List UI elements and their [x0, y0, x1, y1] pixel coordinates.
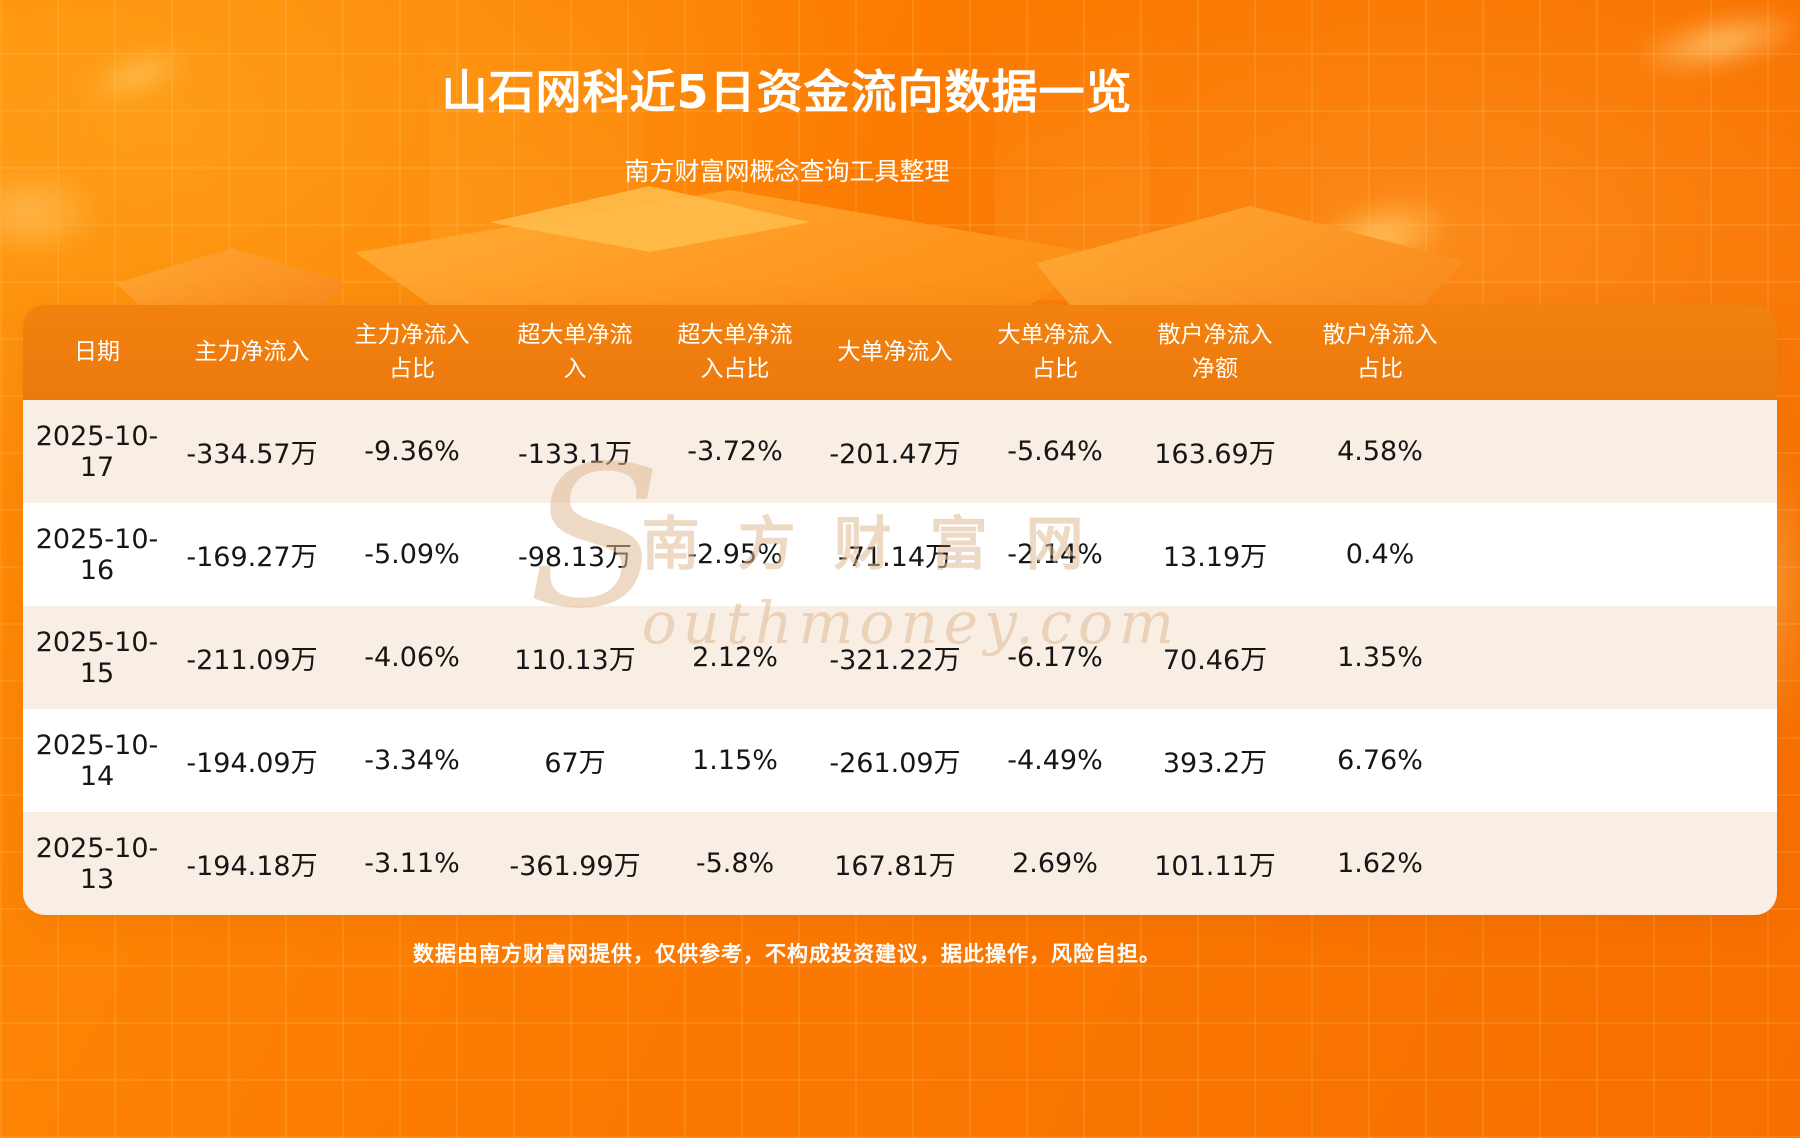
cell-xl-order-net-inflow: -133.1万 [517, 439, 633, 470]
cell-date: 2025-10-15 [35, 626, 159, 689]
table-row: 2025-10-17 -334.57万 -9.36% -133.1万 -3.72… [23, 400, 1777, 503]
column-header-date: 日期 [74, 338, 120, 365]
cell-main-net-inflow: -194.09万 [186, 748, 318, 779]
column-header-retail-net-inflow: 散户净流入 净额 [1157, 322, 1273, 382]
column-header-retail-net-inflow-ratio: 散户净流入 占比 [1322, 322, 1438, 382]
cell-main-net-inflow-ratio: -4.06% [364, 642, 460, 673]
cell-main-net-inflow: -211.09万 [186, 645, 318, 676]
cell-main-net-inflow: -334.57万 [186, 439, 318, 470]
cell-date: 2025-10-13 [35, 832, 159, 895]
cell-large-order-net-inflow-ratio: -4.49% [1007, 745, 1103, 776]
table-row: 2025-10-13 -194.18万 -3.11% -361.99万 -5.8… [23, 812, 1777, 915]
cell-large-order-net-inflow: -201.47万 [829, 439, 961, 470]
cell-xl-order-net-inflow-ratio: -2.95% [687, 539, 783, 570]
cell-main-net-inflow-ratio: -3.34% [364, 745, 460, 776]
cell-large-order-net-inflow-ratio: 2.69% [1012, 848, 1098, 879]
cell-main-net-inflow-ratio: -3.11% [364, 848, 460, 879]
fund-flow-table: 日期 主力净流入 主力净流入 占比 超大单净流 入 超大单净流 入占比 大单净流… [23, 305, 1777, 915]
cell-xl-order-net-inflow: -361.99万 [509, 851, 641, 882]
cell-large-order-net-inflow-ratio: -2.14% [1007, 539, 1103, 570]
cell-large-order-net-inflow: -321.22万 [829, 645, 961, 676]
cell-retail-net-inflow: 393.2万 [1162, 748, 1268, 779]
cell-large-order-net-inflow-ratio: -5.64% [1007, 436, 1103, 467]
cell-main-net-inflow: -169.27万 [186, 542, 318, 573]
cell-retail-net-inflow: 13.19万 [1162, 542, 1268, 573]
cell-xl-order-net-inflow-ratio: 2.12% [692, 642, 778, 673]
cell-large-order-net-inflow: -261.09万 [829, 748, 961, 779]
table-header-row: 日期 主力净流入 主力净流入 占比 超大单净流 入 超大单净流 入占比 大单净流… [23, 305, 1777, 400]
column-header-main-net-inflow: 主力净流入 [194, 338, 310, 365]
cell-date: 2025-10-16 [35, 523, 159, 586]
column-header-main-net-inflow-ratio: 主力净流入 占比 [354, 322, 470, 382]
cell-retail-net-inflow: 163.69万 [1154, 439, 1276, 470]
cell-large-order-net-inflow-ratio: -6.17% [1007, 642, 1103, 673]
cell-main-net-inflow: -194.18万 [186, 851, 318, 882]
cell-retail-net-inflow-ratio: 6.76% [1337, 745, 1423, 776]
column-header-large-order-net-inflow-ratio: 大单净流入 占比 [997, 322, 1113, 382]
cell-date: 2025-10-17 [35, 420, 159, 483]
cell-retail-net-inflow-ratio: 4.58% [1337, 436, 1423, 467]
table-row: 2025-10-14 -194.09万 -3.34% 67万 1.15% -26… [23, 709, 1777, 812]
column-header-xl-order-net-inflow: 超大单净流 入 [517, 322, 633, 382]
cell-xl-order-net-inflow: -98.13万 [517, 542, 633, 573]
cell-main-net-inflow-ratio: -5.09% [364, 539, 460, 570]
cell-retail-net-inflow: 70.46万 [1162, 645, 1268, 676]
table-row: 2025-10-16 -169.27万 -5.09% -98.13万 -2.95… [23, 503, 1777, 606]
cell-xl-order-net-inflow-ratio: 1.15% [692, 745, 778, 776]
disclaimer-text: 数据由南方财富网提供，仅供参考，不构成投资建议，据此操作，风险自担。 [413, 942, 1161, 966]
cell-xl-order-net-inflow: 110.13万 [514, 645, 636, 676]
cell-retail-net-inflow-ratio: 0.4% [1345, 539, 1415, 570]
cell-large-order-net-inflow: 167.81万 [834, 851, 956, 882]
cell-retail-net-inflow-ratio: 1.62% [1337, 848, 1423, 879]
cell-xl-order-net-inflow-ratio: -5.8% [695, 848, 775, 879]
page-title: 山石网科近5日资金流向数据一览 [441, 65, 1133, 119]
cell-xl-order-net-inflow: 67万 [544, 748, 606, 779]
column-header-xl-order-net-inflow-ratio: 超大单净流 入占比 [677, 322, 793, 382]
cell-xl-order-net-inflow-ratio: -3.72% [687, 436, 783, 467]
cell-retail-net-inflow: 101.11万 [1154, 851, 1276, 882]
cell-large-order-net-inflow: -71.14万 [837, 542, 953, 573]
cell-retail-net-inflow-ratio: 1.35% [1337, 642, 1423, 673]
column-header-large-order-net-inflow: 大单净流入 [837, 338, 953, 365]
cell-main-net-inflow-ratio: -9.36% [364, 436, 460, 467]
table-row: 2025-10-15 -211.09万 -4.06% 110.13万 2.12%… [23, 606, 1777, 709]
page-subtitle: 南方财富网概念查询工具整理 [624, 157, 950, 186]
cell-date: 2025-10-14 [35, 729, 159, 792]
